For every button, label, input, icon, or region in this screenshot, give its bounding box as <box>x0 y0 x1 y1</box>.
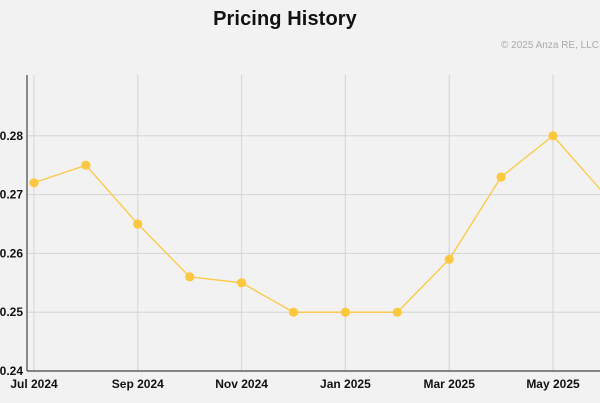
y-tick-label: 0.24 <box>0 364 23 378</box>
x-tick-label: Mar 2025 <box>424 377 476 391</box>
y-tick-label: 0.25 <box>0 305 23 319</box>
series-layer <box>29 131 600 317</box>
copyright-notice: © 2025 Anza RE, LLC <box>501 40 599 51</box>
grid-lines <box>27 75 600 372</box>
data-point <box>133 219 143 229</box>
x-tick-label: Jul 2024 <box>10 377 58 391</box>
y-tick-label: 0.27 <box>0 188 23 202</box>
data-point <box>340 307 350 317</box>
data-point <box>288 307 299 317</box>
x-tick-label: Jan 2025 <box>320 377 371 391</box>
y-tick-label: 0.26 <box>0 246 23 260</box>
x-tick-label: Sep 2024 <box>112 377 164 391</box>
y-tick-label: 0.28 <box>0 129 23 143</box>
x-tick-label: May 2025 <box>526 377 580 391</box>
data-point <box>548 131 558 141</box>
data-point <box>81 160 91 170</box>
data-point <box>496 172 506 182</box>
data-point <box>237 278 247 288</box>
data-point <box>185 272 195 282</box>
data-point <box>392 307 402 317</box>
data-point <box>29 178 39 188</box>
axes <box>26 75 600 372</box>
data-point <box>444 254 454 264</box>
series-line <box>33 134 600 313</box>
tick-labels: 0.24 0.25 0.26 0.27 0.28 Jul 2024 Sep 2024 Nov … <box>0 129 580 391</box>
x-tick-label: Nov 2024 <box>215 377 268 391</box>
chart-title: Pricing History <box>213 8 357 30</box>
